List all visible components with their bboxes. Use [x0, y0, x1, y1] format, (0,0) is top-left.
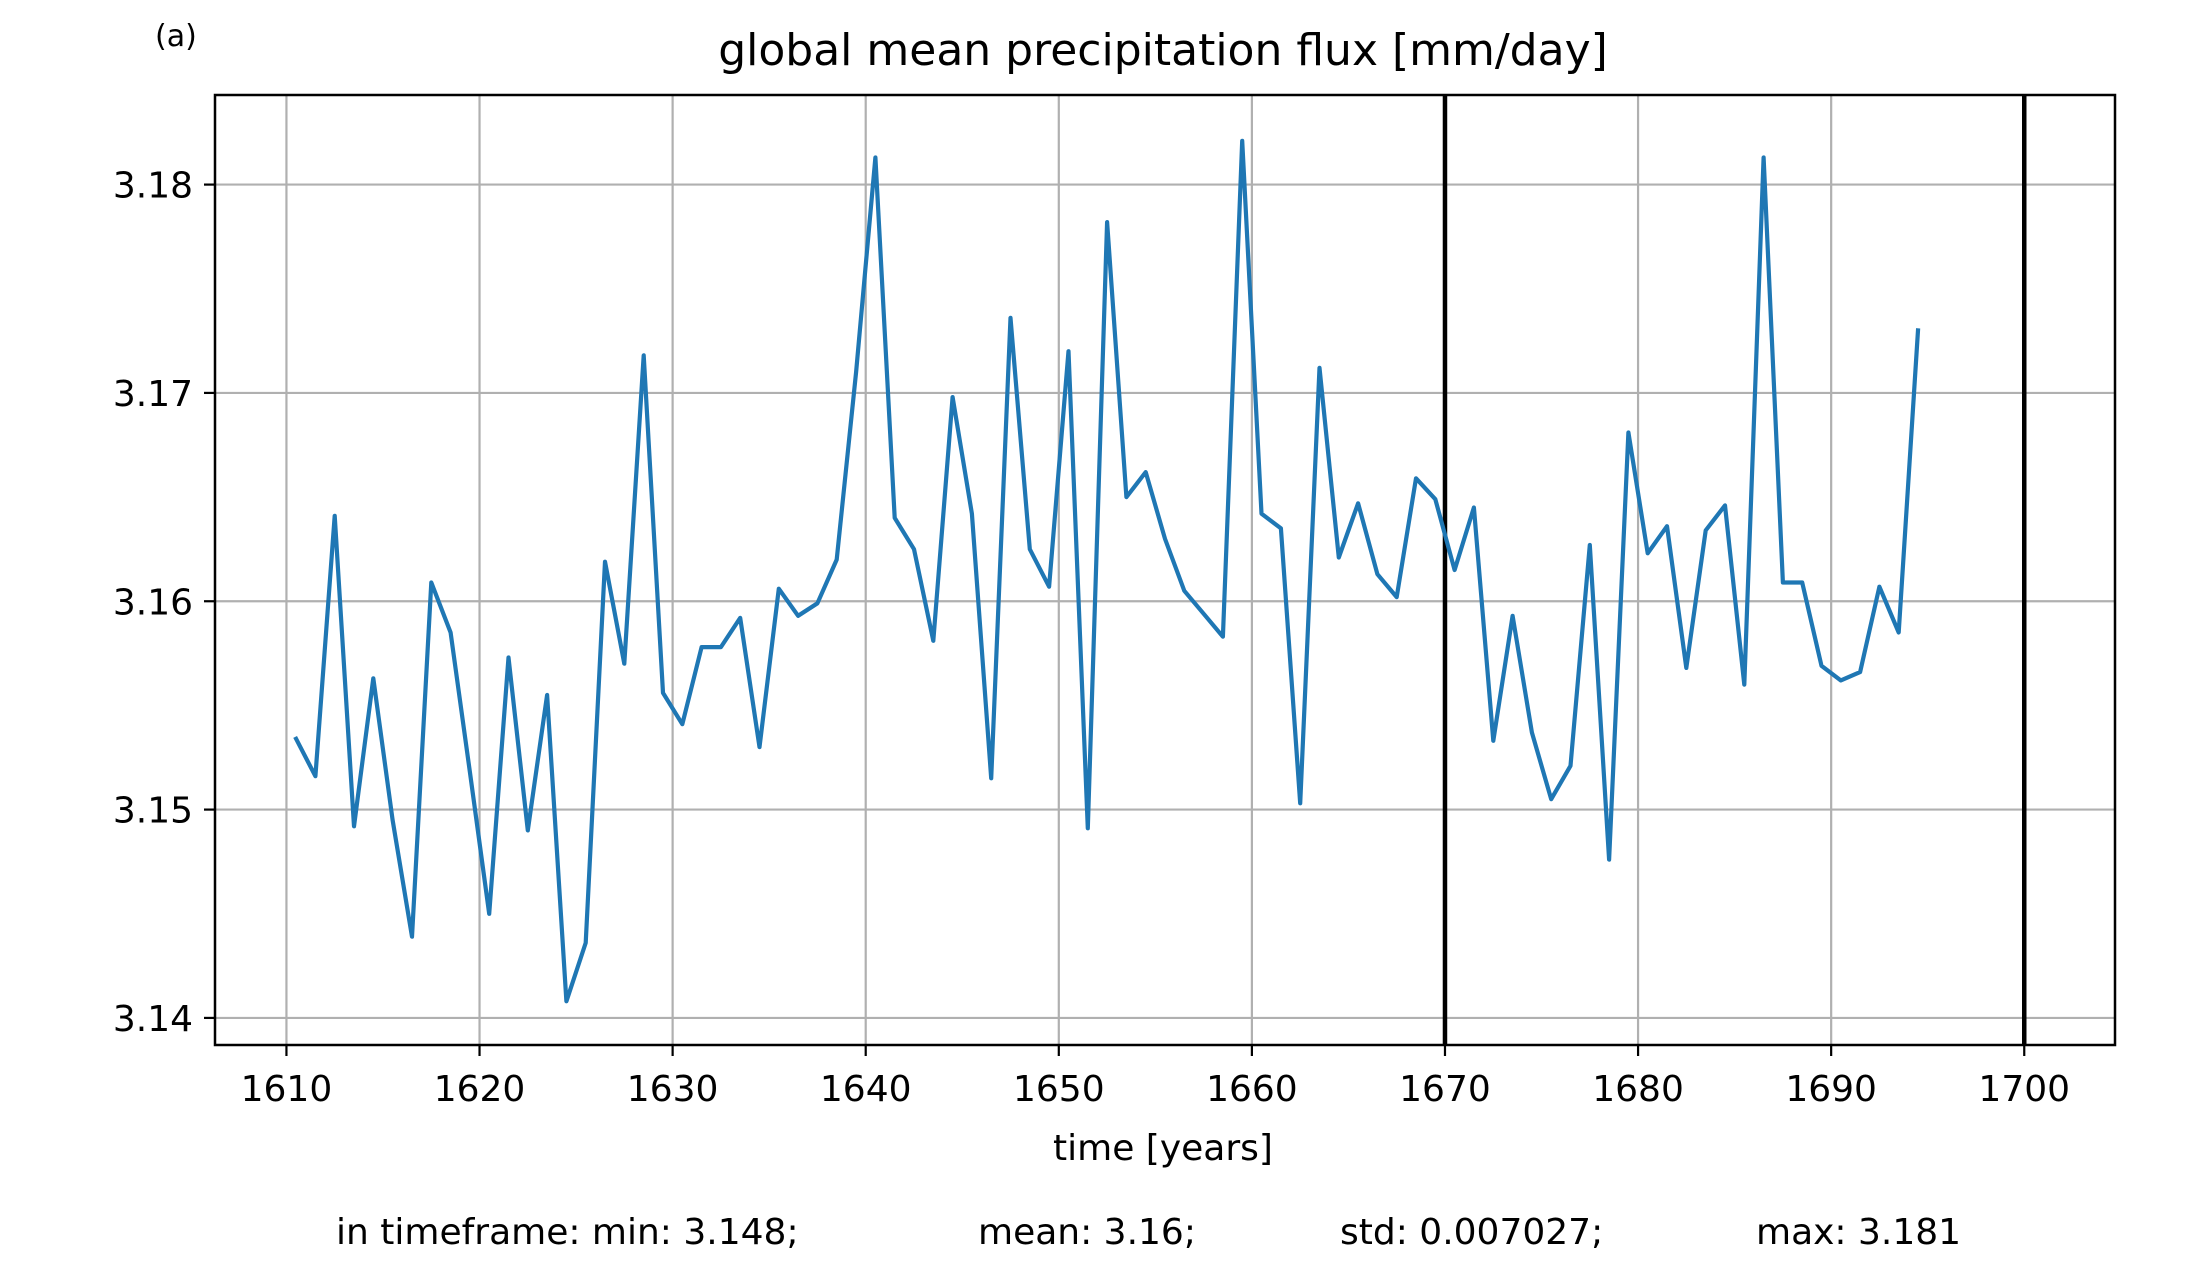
- x-tick-label: 1670: [1399, 1069, 1491, 1110]
- series-line: [293, 138, 1921, 1004]
- y-tick-label: 3.14: [113, 999, 193, 1040]
- y-axis-ticks: 3.14 3.15 3.16 3.17 3.18: [113, 166, 215, 1040]
- stats-max: max: 3.181: [1756, 1212, 1961, 1253]
- x-tick-label: 1650: [1013, 1069, 1105, 1110]
- chart-title: global mean precipitation flux [mm/day]: [718, 25, 1608, 76]
- x-axis-label: time [years]: [1053, 1128, 1273, 1169]
- y-tick-label: 3.16: [113, 582, 193, 623]
- x-tick-label: 1690: [1785, 1069, 1877, 1110]
- y-tick-label: 3.15: [113, 791, 193, 832]
- y-tick-label: 3.18: [113, 166, 193, 207]
- panel-label: (a): [155, 19, 197, 54]
- x-tick-label: 1680: [1592, 1069, 1684, 1110]
- x-tick-label: 1630: [627, 1069, 719, 1110]
- stats-mean: mean: 3.16;: [978, 1212, 1196, 1253]
- y-tick-label: 3.17: [113, 374, 193, 415]
- stats-min: in timeframe: min: 3.148;: [336, 1212, 799, 1253]
- series-layer: [293, 138, 1921, 1004]
- x-tick-label: 1660: [1206, 1069, 1298, 1110]
- stats-std: std: 0.007027;: [1340, 1212, 1603, 1253]
- x-tick-label: 1640: [820, 1069, 912, 1110]
- x-tick-label: 1620: [434, 1069, 526, 1110]
- x-tick-label: 1700: [1978, 1069, 2070, 1110]
- plot-area-frame: [213, 93, 2117, 1047]
- x-tick-label: 1610: [241, 1069, 333, 1110]
- reference-vlines: [1442, 95, 2027, 1045]
- x-axis-ticks: 1610 1620 1630 1640 1650 1660 1670 1680 1690 1700: [241, 1045, 2070, 1110]
- stats-line: in timeframe: min: 3.148; mean: 3.16; st…: [336, 1212, 1961, 1253]
